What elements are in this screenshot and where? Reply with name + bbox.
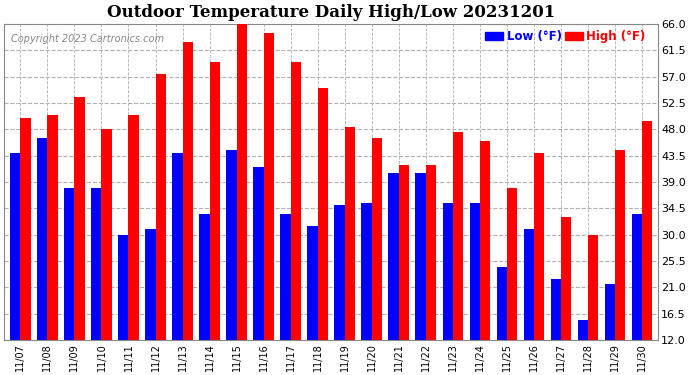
Bar: [426, 165, 436, 340]
Bar: [264, 33, 274, 340]
Bar: [578, 320, 588, 340]
Bar: [388, 173, 399, 340]
Bar: [48, 115, 58, 340]
Bar: [280, 214, 290, 340]
Bar: [345, 126, 355, 340]
Bar: [290, 62, 301, 340]
Bar: [335, 206, 345, 340]
Bar: [128, 115, 139, 340]
Bar: [21, 118, 30, 340]
Title: Outdoor Temperature Daily High/Low 20231201: Outdoor Temperature Daily High/Low 20231…: [107, 4, 555, 21]
Bar: [415, 173, 426, 340]
Bar: [37, 138, 48, 340]
Bar: [507, 188, 517, 340]
Bar: [480, 141, 490, 340]
Bar: [237, 24, 247, 340]
Legend: Low (°F), High (°F): Low (°F), High (°F): [486, 30, 646, 43]
Text: Copyright 2023 Cartronics.com: Copyright 2023 Cartronics.com: [11, 34, 164, 44]
Bar: [442, 202, 453, 340]
Bar: [317, 88, 328, 340]
Bar: [101, 129, 112, 340]
Bar: [372, 138, 382, 340]
Bar: [75, 97, 85, 340]
Bar: [588, 235, 598, 340]
Bar: [226, 150, 237, 340]
Bar: [561, 217, 571, 340]
Bar: [64, 188, 75, 340]
Bar: [469, 202, 480, 340]
Bar: [632, 214, 642, 340]
Bar: [118, 235, 128, 340]
Bar: [199, 214, 210, 340]
Bar: [362, 202, 372, 340]
Bar: [524, 229, 534, 340]
Bar: [307, 226, 317, 340]
Bar: [145, 229, 155, 340]
Bar: [183, 42, 193, 340]
Bar: [210, 62, 220, 340]
Bar: [534, 153, 544, 340]
Bar: [155, 74, 166, 340]
Bar: [497, 267, 507, 340]
Bar: [10, 153, 21, 340]
Bar: [91, 188, 101, 340]
Bar: [399, 165, 409, 340]
Bar: [604, 285, 615, 340]
Bar: [642, 121, 652, 340]
Bar: [172, 153, 183, 340]
Bar: [253, 168, 264, 340]
Bar: [615, 150, 625, 340]
Bar: [551, 279, 561, 340]
Bar: [453, 132, 463, 340]
